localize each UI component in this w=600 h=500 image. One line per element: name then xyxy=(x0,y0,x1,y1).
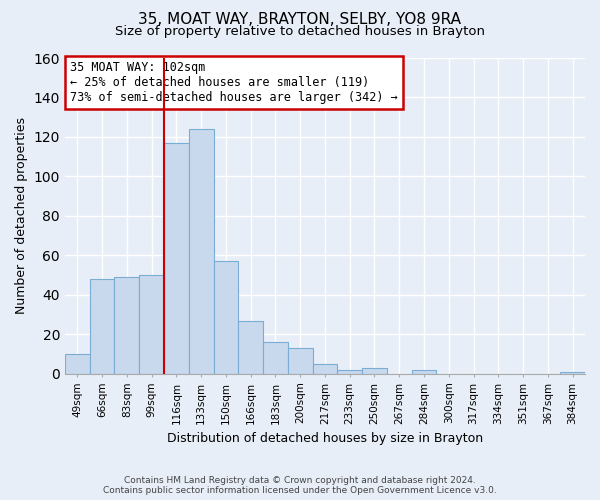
Bar xyxy=(189,129,214,374)
Bar xyxy=(214,262,238,374)
Text: 35 MOAT WAY: 102sqm
← 25% of detached houses are smaller (119)
73% of semi-detac: 35 MOAT WAY: 102sqm ← 25% of detached ho… xyxy=(70,61,398,104)
Text: Contains HM Land Registry data © Crown copyright and database right 2024.: Contains HM Land Registry data © Crown c… xyxy=(124,476,476,485)
Bar xyxy=(238,320,263,374)
Bar xyxy=(115,277,139,374)
Bar xyxy=(412,370,436,374)
Text: Contains public sector information licensed under the Open Government Licence v3: Contains public sector information licen… xyxy=(103,486,497,495)
X-axis label: Distribution of detached houses by size in Brayton: Distribution of detached houses by size … xyxy=(167,432,483,445)
Bar xyxy=(288,348,313,374)
Text: Size of property relative to detached houses in Brayton: Size of property relative to detached ho… xyxy=(115,25,485,38)
Bar xyxy=(164,143,189,374)
Text: 35, MOAT WAY, BRAYTON, SELBY, YO8 9RA: 35, MOAT WAY, BRAYTON, SELBY, YO8 9RA xyxy=(139,12,461,28)
Bar xyxy=(65,354,89,374)
Bar xyxy=(139,275,164,374)
Bar xyxy=(560,372,585,374)
Bar xyxy=(89,279,115,374)
Bar xyxy=(313,364,337,374)
Y-axis label: Number of detached properties: Number of detached properties xyxy=(15,118,28,314)
Bar xyxy=(263,342,288,374)
Bar xyxy=(362,368,387,374)
Bar xyxy=(337,370,362,374)
